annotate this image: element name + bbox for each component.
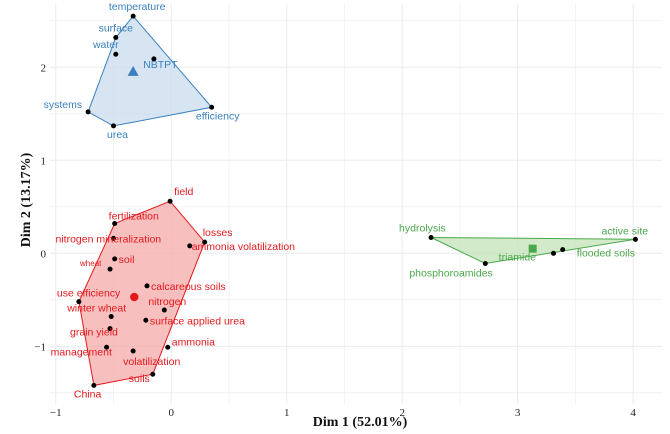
x-tick-label: −1 <box>50 407 62 419</box>
data-point-nitrogen <box>161 307 167 313</box>
point-label-ammonia-volatilization: ammonia volatilization <box>192 241 295 253</box>
point-label-temperature: temperature <box>109 1 166 13</box>
point-label-urea: urea <box>107 129 128 141</box>
data-point-efficiency <box>209 104 215 110</box>
x-tick-label: 4 <box>630 407 636 419</box>
grid <box>50 4 662 404</box>
point-label-surface: surface <box>99 22 134 34</box>
data-point-calcareous-soils <box>144 283 150 289</box>
x-tick-label: 0 <box>168 407 174 419</box>
data-point-winter-wheat <box>108 314 114 320</box>
data-point-volatilization <box>130 348 136 354</box>
x-tick-label: 3 <box>515 407 521 419</box>
data-point-soils <box>150 371 156 377</box>
data-point-systems <box>85 109 91 115</box>
tick-labels: −1 0 1 2 3 4 −1 0 1 2 <box>34 62 636 419</box>
data-point-temperature <box>130 13 136 19</box>
point-label-water: water <box>92 39 119 51</box>
data-point-soil <box>112 256 118 262</box>
data-point-urea <box>111 123 117 129</box>
point-label-surface-applied-urea: surface applied urea <box>150 315 245 327</box>
data-point-active-site <box>632 236 638 242</box>
data-point-field <box>167 198 173 204</box>
centroid-marker-circle <box>130 292 139 302</box>
data-point-surface <box>113 34 119 40</box>
point-label-efficiency: efficiency <box>196 110 240 122</box>
point-label-systems: systems <box>44 99 83 111</box>
x-tick-label: 1 <box>284 407 290 419</box>
data-point-water <box>113 51 119 57</box>
x-axis-title: Dim 1 (52.01%) <box>313 415 408 430</box>
point-label-nitrogen: nitrogen <box>148 296 186 308</box>
y-axis-title: Dim 2 (13.17%) <box>19 152 34 247</box>
x-tick-label: 2 <box>399 407 405 419</box>
cluster-hulls <box>78 15 636 386</box>
point-label-losses: losses <box>203 227 233 239</box>
point-label-winter-wheat: winter wheat <box>66 303 126 315</box>
data-point-surface-applied-urea <box>143 317 149 323</box>
data-point-ammonia-volatilization <box>187 243 193 249</box>
point-label-use-efficiency: use efficiency <box>57 288 121 300</box>
data-point-nitrogen-mineralization <box>111 235 117 241</box>
data-point-phosphoroamides <box>482 261 488 267</box>
data-point <box>550 250 556 256</box>
point-label-triamide: triamide <box>499 252 537 264</box>
data-point <box>151 56 157 62</box>
point-label-phosphoroamides: phosphoroamides <box>409 268 492 280</box>
point-label-wheat: wheat <box>79 259 102 268</box>
cluster-hull-1 <box>87 15 213 127</box>
y-tick-label: 2 <box>41 62 47 74</box>
point-labels: temperature surface water systems urea effici… <box>44 1 649 400</box>
data-point-grain-yield <box>107 326 113 332</box>
data-point-hydrolysis <box>428 234 434 240</box>
y-tick-label: 1 <box>41 155 47 167</box>
data-point-use-efficiency <box>76 299 82 305</box>
point-label-active-site: active site <box>601 225 648 237</box>
point-label-management: management <box>51 346 112 358</box>
point-label-calcareous-soils: calcareous soils <box>151 281 226 293</box>
cluster-centroids <box>127 65 537 302</box>
point-label-hydrolysis: hydrolysis <box>399 222 446 234</box>
data-points <box>76 13 638 388</box>
data-point-losses <box>202 239 208 245</box>
point-label-fertilization: fertilization <box>109 211 159 223</box>
data-point-ammonia <box>165 344 171 350</box>
point-label-nbtpt: NBTPT <box>143 59 178 71</box>
point-label-soils: soils <box>129 373 150 385</box>
point-label-grain-yield: grain yield <box>70 327 118 339</box>
data-point-china <box>91 382 97 388</box>
point-label-volatilization: volatilization <box>123 356 180 368</box>
point-label-field: field <box>174 186 193 198</box>
data-point-flooded-soils <box>560 247 566 253</box>
centroid-marker-triangle <box>127 65 139 76</box>
point-label-nitrogen-mineralization: nitrogen mineralization <box>56 233 162 245</box>
point-label-soil: soil <box>119 254 135 266</box>
y-tick-label: −1 <box>34 341 46 353</box>
y-tick-label: 0 <box>41 248 47 260</box>
point-label-ammonia: ammonia <box>172 336 215 348</box>
point-label-china: China <box>74 388 102 400</box>
data-point-fertilization <box>112 221 118 227</box>
data-point-wheat <box>107 266 113 272</box>
point-label-flooded-soils: flooded soils <box>577 248 635 260</box>
centroid-marker-square <box>528 244 537 253</box>
data-point-management <box>104 344 110 350</box>
